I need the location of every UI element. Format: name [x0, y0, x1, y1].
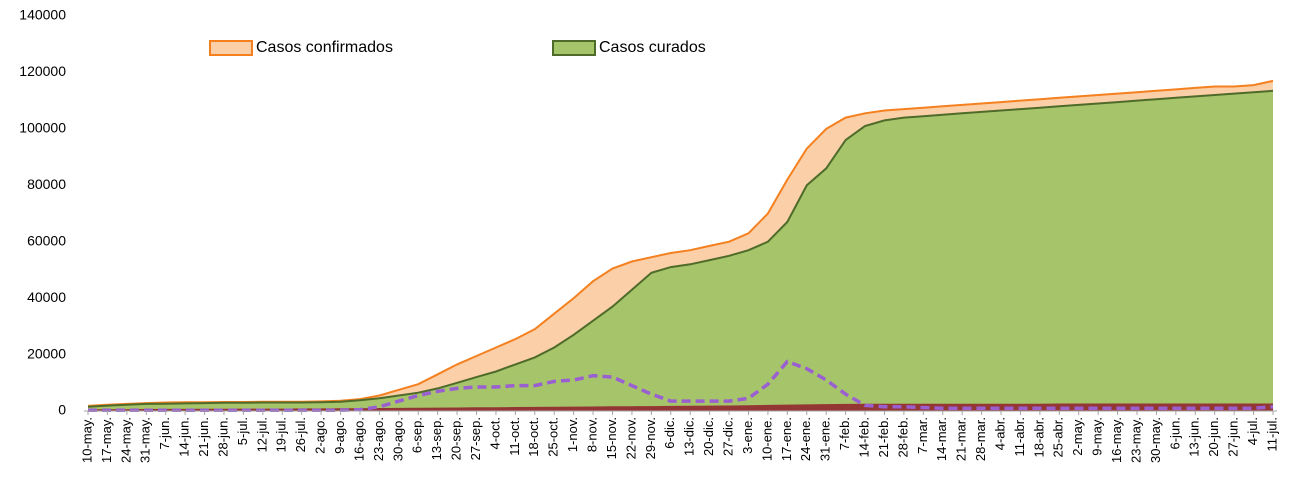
y-tick-label: 100000: [19, 120, 66, 136]
x-tick-label: 11-abr.: [1012, 417, 1027, 457]
x-tick-label: 21-jun.: [196, 417, 211, 457]
x-tick-label: 3-ene.: [740, 417, 755, 454]
x-tick-label: 14-jun.: [177, 417, 192, 457]
x-tick-label: 19-jul.: [274, 417, 289, 452]
x-tick-label: 9-may.: [1090, 417, 1105, 456]
x-tick-label: 6-dic.: [662, 417, 677, 449]
x-tick-label: 16-may.: [1109, 417, 1124, 463]
x-tick-label: 1-nov.: [565, 417, 580, 452]
legend-label: Casos confirmados: [256, 39, 393, 56]
x-tick-label: 27-dic.: [721, 417, 736, 456]
x-tick-label: 4-abr.: [992, 417, 1007, 450]
y-tick-label: 120000: [19, 63, 66, 79]
area-edge: [87, 89, 1274, 408]
y-tick-label: 80000: [27, 176, 66, 192]
x-tick-label: 24-may.: [118, 417, 133, 463]
x-tick-label: 7-jun.: [157, 417, 172, 450]
y-tick-label: 140000: [19, 7, 66, 23]
x-tick-label: 6-jun.: [1167, 417, 1182, 450]
x-tick-label: 27-sep.: [468, 417, 483, 460]
x-tick-label: 18-oct.: [526, 417, 541, 457]
x-tick-label: 11-jul.: [1264, 417, 1279, 451]
x-tick-label: 11-oct.: [507, 417, 522, 456]
x-tick-label: 8-nov.: [585, 417, 600, 452]
x-tick-label: 20-dic.: [701, 417, 716, 456]
x-tick-label: 17-ene.: [779, 417, 794, 461]
x-tick-label: 7-mar.: [915, 417, 930, 454]
x-tick-label: 13-jun.: [1187, 417, 1202, 457]
x-tick-label: 9-ago.: [332, 417, 347, 454]
x-tick-label: 31-ene.: [818, 417, 833, 461]
x-tick-label: 23-ago.: [371, 417, 386, 461]
legend-label: Casos curados: [599, 39, 706, 56]
x-tick-label: 10-ene.: [759, 417, 774, 461]
x-tick-label: 18-abr.: [1031, 417, 1046, 457]
x-tick-label: 20-jun.: [1206, 417, 1221, 457]
x-tick-label: 30-may.: [1148, 417, 1163, 463]
y-tick-label: 0: [58, 402, 66, 418]
x-tick-label: 7-feb.: [837, 417, 852, 450]
x-tick-label: 23-may.: [1128, 417, 1143, 463]
x-tick-label: 4-oct.: [487, 417, 502, 450]
x-tick-label: 14-mar.: [934, 417, 949, 461]
x-tick-label: 26-jul.: [293, 417, 308, 452]
x-tick-label: 30-ago.: [390, 417, 405, 461]
x-tick-label: 24-ene.: [798, 417, 813, 461]
x-tick-label: 25-oct.: [546, 417, 561, 457]
x-tick-label: 29-nov.: [643, 417, 658, 459]
x-tick-label: 21-mar.: [954, 417, 969, 461]
x-tick-label: 25-abr.: [1051, 417, 1066, 457]
x-tick-label: 5-jul.: [235, 417, 250, 445]
x-tick-label: 27-jun.: [1226, 417, 1241, 457]
x-tick-label: 13-dic.: [682, 417, 697, 456]
x-tick-label: 15-nov.: [604, 417, 619, 459]
x-tick-label: 6-sep.: [410, 417, 425, 453]
x-tick-label: 17-may.: [99, 417, 114, 463]
line: [88, 359, 1274, 412]
x-tick-label: 13-sep.: [429, 417, 444, 460]
x-tick-label: 4-jul.: [1245, 417, 1260, 445]
x-tick-label: 28-mar.: [973, 417, 988, 461]
y-tick-label: 40000: [27, 289, 66, 305]
x-tick-label: 12-jul.: [254, 417, 269, 452]
x-tick-label: 31-may.: [138, 417, 153, 463]
x-tick-label: 22-nov.: [623, 417, 638, 459]
x-tick-label: 2-may.: [1070, 417, 1085, 456]
legend-swatch: [552, 40, 596, 56]
x-tick-label: 20-sep.: [449, 417, 464, 460]
x-tick-label: 16-ago.: [351, 417, 366, 461]
area: [88, 90, 1273, 412]
x-tick-label: 28-feb.: [895, 417, 910, 457]
x-tick-label: 2-ago.: [313, 417, 328, 454]
x-tick-label: 10-may.: [79, 417, 94, 463]
legend-swatch: [209, 40, 253, 56]
y-tick-label: 60000: [27, 232, 66, 248]
x-tick-label: 28-jun.: [215, 417, 230, 457]
x-tick-label: 21-feb.: [876, 417, 891, 457]
y-tick-label: 20000: [27, 345, 66, 361]
x-tick-label: 14-feb.: [856, 417, 871, 457]
